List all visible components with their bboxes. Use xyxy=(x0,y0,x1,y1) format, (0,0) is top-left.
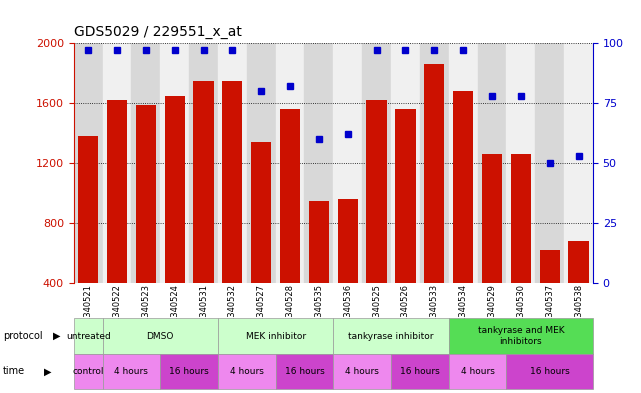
Text: 4 hours: 4 hours xyxy=(461,367,494,376)
Text: MEK inhibitor: MEK inhibitor xyxy=(246,332,306,340)
Text: 4 hours: 4 hours xyxy=(115,367,148,376)
Bar xyxy=(251,142,271,283)
Bar xyxy=(453,91,473,283)
Bar xyxy=(424,64,444,283)
Bar xyxy=(309,200,329,283)
Bar xyxy=(420,43,449,283)
Bar xyxy=(78,136,98,283)
Text: 16 hours: 16 hours xyxy=(400,367,440,376)
Bar xyxy=(478,43,506,283)
Bar xyxy=(569,241,588,283)
Bar xyxy=(136,105,156,283)
Bar xyxy=(333,318,449,354)
Bar xyxy=(564,43,593,283)
Bar xyxy=(165,95,185,283)
Bar xyxy=(482,154,502,283)
Bar xyxy=(506,354,593,389)
Bar xyxy=(131,43,160,283)
Bar xyxy=(449,318,593,354)
Bar xyxy=(276,43,304,283)
Text: control: control xyxy=(72,367,104,376)
Text: ▶: ▶ xyxy=(44,366,52,376)
Bar xyxy=(222,81,242,283)
Bar xyxy=(338,199,358,283)
Bar xyxy=(74,43,103,283)
Bar xyxy=(189,43,218,283)
Bar xyxy=(333,354,391,389)
Text: tankyrase and MEK
inhibitors: tankyrase and MEK inhibitors xyxy=(478,326,564,346)
Bar xyxy=(218,318,333,354)
Text: protocol: protocol xyxy=(3,331,43,341)
Bar xyxy=(367,100,387,283)
Bar xyxy=(362,43,391,283)
Text: 16 hours: 16 hours xyxy=(169,367,209,376)
Bar xyxy=(74,354,103,389)
Bar xyxy=(160,354,218,389)
Bar xyxy=(247,43,276,283)
Bar xyxy=(218,354,276,389)
Bar xyxy=(160,43,189,283)
Bar xyxy=(391,43,420,283)
Bar xyxy=(540,250,560,283)
Bar xyxy=(506,43,535,283)
Bar xyxy=(449,43,478,283)
Bar xyxy=(74,318,103,354)
Bar xyxy=(107,100,127,283)
Bar xyxy=(194,81,213,283)
Bar xyxy=(280,109,300,283)
Bar xyxy=(391,354,449,389)
Text: 16 hours: 16 hours xyxy=(285,367,324,376)
Bar xyxy=(449,354,506,389)
Text: untreated: untreated xyxy=(66,332,110,340)
Bar xyxy=(535,43,564,283)
Bar xyxy=(218,43,247,283)
Bar xyxy=(103,318,218,354)
Bar xyxy=(333,43,362,283)
Text: ▶: ▶ xyxy=(53,331,61,341)
Bar xyxy=(276,354,333,389)
Text: 4 hours: 4 hours xyxy=(345,367,379,376)
Text: 16 hours: 16 hours xyxy=(529,367,570,376)
Bar xyxy=(304,43,333,283)
Bar xyxy=(395,109,415,283)
Bar xyxy=(103,354,160,389)
Text: 4 hours: 4 hours xyxy=(230,367,263,376)
Text: time: time xyxy=(3,366,26,376)
Bar xyxy=(103,43,131,283)
Text: tankyrase inhibitor: tankyrase inhibitor xyxy=(348,332,434,340)
Bar xyxy=(511,154,531,283)
Text: GDS5029 / 229551_x_at: GDS5029 / 229551_x_at xyxy=(74,26,242,39)
Text: DMSO: DMSO xyxy=(147,332,174,340)
